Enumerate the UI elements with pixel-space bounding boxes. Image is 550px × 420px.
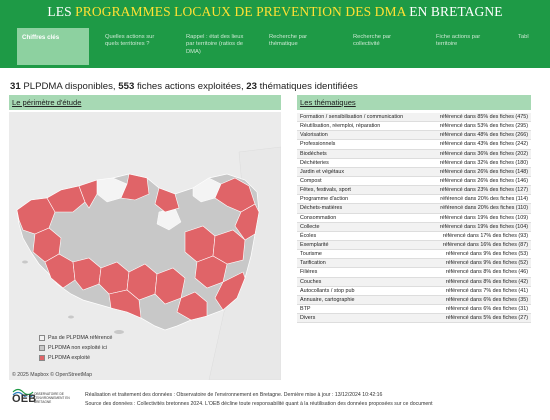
themes-section-title: Les thématiques xyxy=(297,95,531,110)
table-row[interactable]: Exemplarité référencé dans 16% des fiches… xyxy=(297,240,531,251)
app-header: LES PROGRAMMES LOCAUX DE PREVENTION DES … xyxy=(0,0,550,24)
table-row[interactable]: Couches référencé dans 8% des fiches (42) xyxy=(297,277,531,287)
table-row[interactable]: Divers référencé dans 5% des fiches (27) xyxy=(297,314,531,324)
tab-fiche-actions[interactable]: Fiche actions par territoire xyxy=(436,34,481,48)
map-shapes xyxy=(9,112,281,380)
table-row[interactable]: Réutilisation, réemploi, réparation référ… xyxy=(297,122,531,132)
table-row[interactable]: Tourisme référencé dans 9% des fiches (53… xyxy=(297,250,531,260)
table-row[interactable]: Déchets-matières référencé dans 20% des f… xyxy=(297,204,531,214)
map-legend: Pas de PLPDMA référencé PLPDMA non explo… xyxy=(39,333,112,363)
themes-table: Formation / sensibilisation / communicat… xyxy=(297,113,531,324)
legend-item-none: Pas de PLPDMA référencé xyxy=(39,333,112,343)
table-row[interactable]: Formation / sensibilisation / communicat… xyxy=(297,113,531,123)
table-row[interactable]: Collecte référencé dans 19% des fiches (1… xyxy=(297,222,531,232)
footer-line-1: Réalisation et traitement des données : … xyxy=(85,392,383,398)
oeb-logo: OEB OBSERVATOIRE DE L'ENVIRONNEMENT EN B… xyxy=(12,387,72,413)
table-row[interactable]: Tarification référencé dans 9% des fiches… xyxy=(297,259,531,269)
page-title-highlight: PROGRAMMES LOCAUX DE PREVENTION DES DMA xyxy=(75,4,406,19)
logo-text: OEB xyxy=(12,393,37,405)
legend-swatch xyxy=(39,345,45,351)
table-row[interactable]: Compost référencé dans 26% des fiches (14… xyxy=(297,177,531,187)
table-row[interactable]: Programme d'action référencé dans 20% des… xyxy=(297,195,531,205)
table-row[interactable]: Professionnels référencé dans 43% des fic… xyxy=(297,140,531,150)
table-row[interactable]: Déchèteries référencé dans 32% des fiches… xyxy=(297,159,531,168)
table-row[interactable]: Biodéchets référencé dans 36% des fiches … xyxy=(297,149,531,159)
tab-actions-territoires[interactable]: Quelles actions sur quels territoires ? xyxy=(105,34,155,48)
tab-recherche-thematique[interactable]: Recherche par thématique xyxy=(269,34,308,48)
footer-line-2: Source des données : Collectivités breto… xyxy=(85,401,433,407)
key-figures: 31 PLPDMA disponibles, 553 fiches action… xyxy=(10,81,358,92)
tab-etat-des-lieux[interactable]: Rappel : état des lieux par territoire (… xyxy=(186,34,244,55)
tab-chiffres-cles[interactable]: Chiffres clés xyxy=(17,28,89,65)
legend-swatch xyxy=(39,355,45,361)
table-row[interactable]: Autocollants / stop pub référencé dans 7%… xyxy=(297,287,531,296)
legend-item-not-exploited: PLPDMA non exploité ici xyxy=(39,343,112,353)
table-row[interactable]: Fêtes, festivals, sport référencé dans 23… xyxy=(297,186,531,196)
map-section-title: Le périmètre d'étude xyxy=(9,95,281,110)
table-row[interactable]: Écoles référencé dans 17% des fiches (93) xyxy=(297,232,531,241)
tab-bar: Chiffres clés Quelles actions sur quels … xyxy=(0,24,550,68)
tab-tableau[interactable]: Tabl xyxy=(518,34,529,40)
table-row[interactable]: Valorisation référencé dans 48% des fiche… xyxy=(297,131,531,141)
logo-waves-icon xyxy=(12,388,34,397)
brittany-map[interactable] xyxy=(9,112,281,380)
table-row[interactable]: Filières référencé dans 8% des fiches (46… xyxy=(297,268,531,278)
legend-item-exploited: PLPDMA exploité xyxy=(39,353,112,363)
table-row[interactable]: BTP référencé dans 6% des fiches (31) xyxy=(297,305,531,315)
tab-recherche-collectivite[interactable]: Recherche par collectivité xyxy=(353,34,392,48)
page-title: LES PROGRAMMES LOCAUX DE PREVENTION DES … xyxy=(47,4,503,19)
legend-swatch xyxy=(39,335,45,341)
footer-credits: Réalisation et traitement des données : … xyxy=(85,391,433,409)
logo-subtitle: OBSERVATOIRE DE L'ENVIRONNEMENT EN BRETA… xyxy=(34,392,70,404)
table-row[interactable]: Annuaire, cartographie référencé dans 6% … xyxy=(297,295,531,305)
table-row[interactable]: Jardin et végétaux référencé dans 26% des… xyxy=(297,167,531,177)
map-attribution[interactable]: © 2025 Mapbox © OpenStreetMap xyxy=(12,372,93,378)
table-row[interactable]: Consommation référencé dans 19% des fiche… xyxy=(297,214,531,223)
